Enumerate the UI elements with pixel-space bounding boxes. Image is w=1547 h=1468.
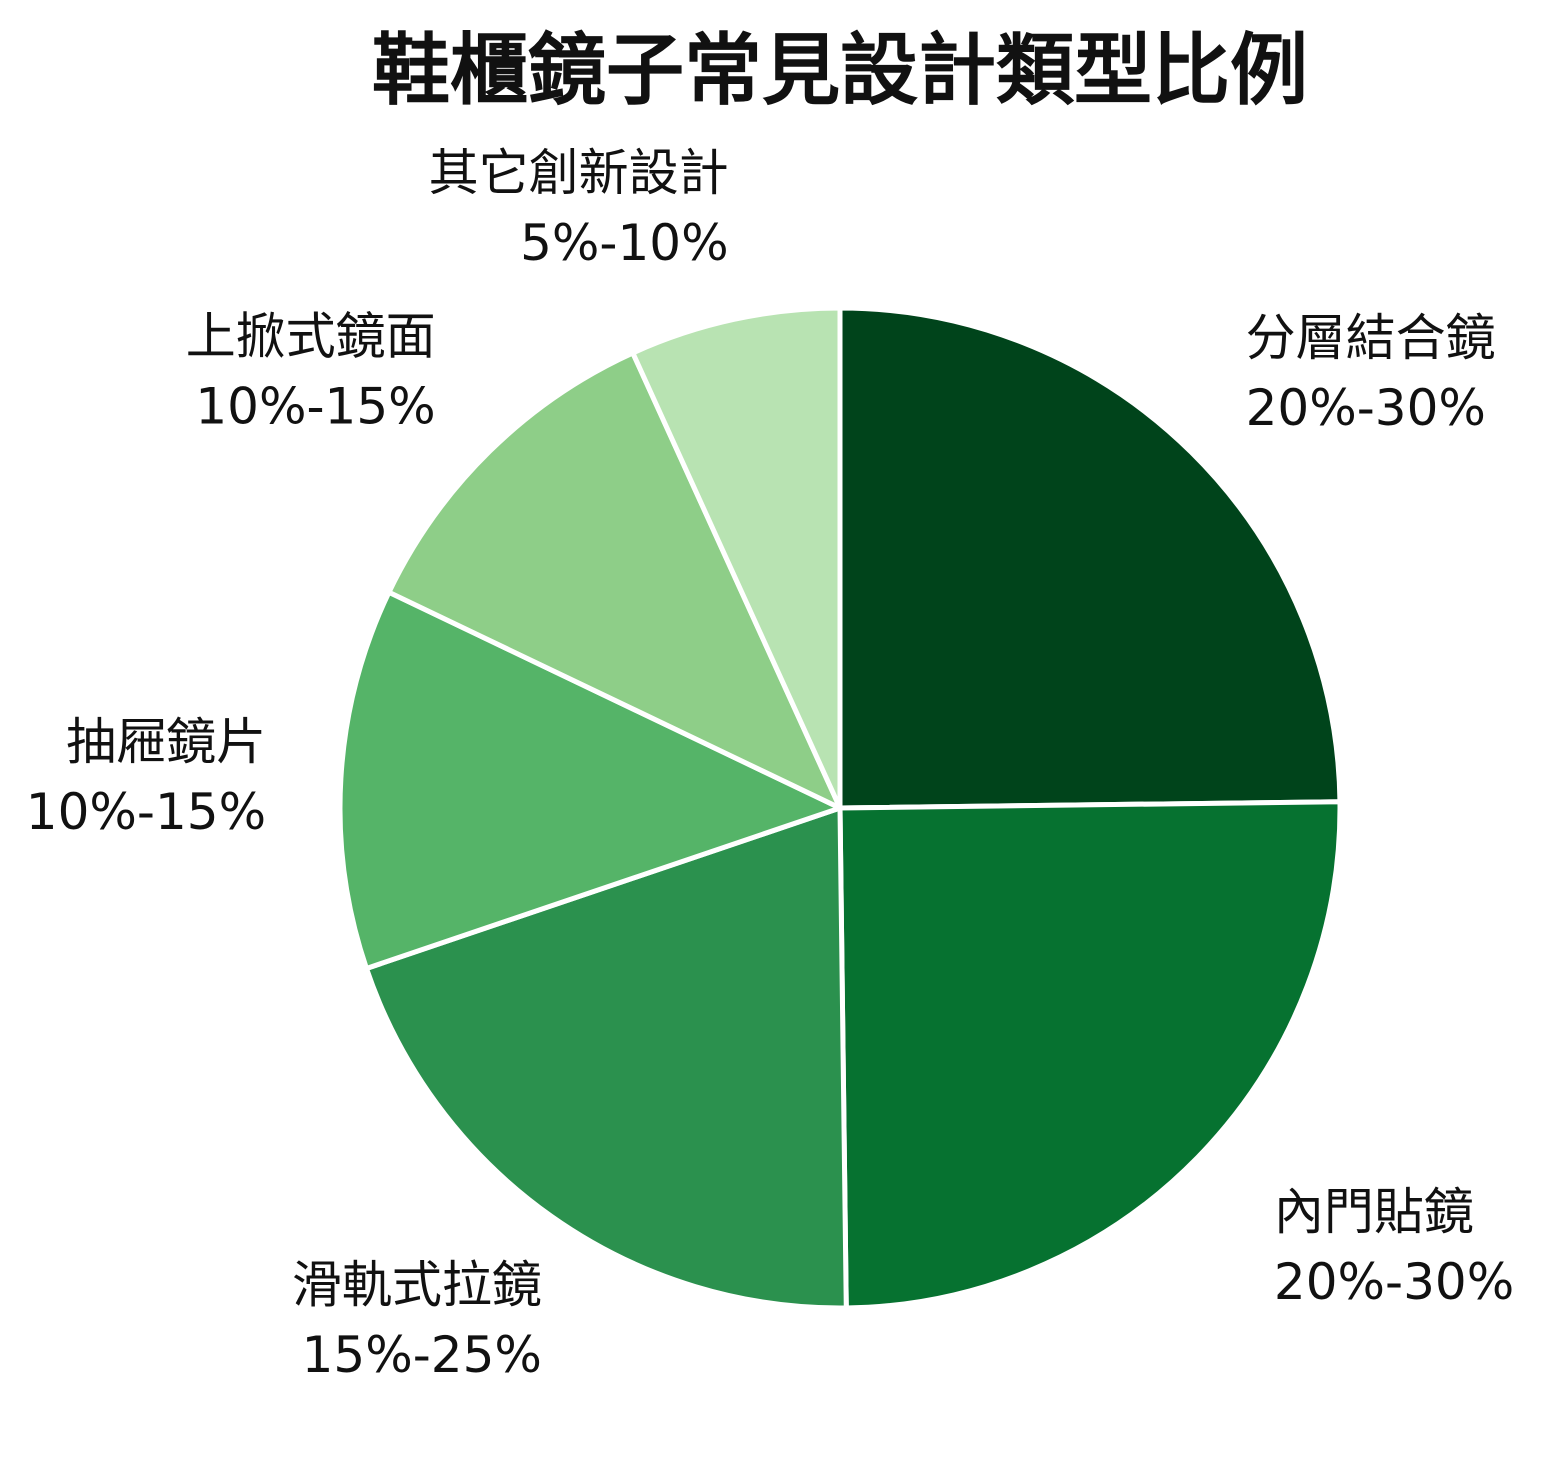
slice-range-label: 20%-30% (1246, 379, 1486, 437)
slice-label-2: 內門貼鏡 20%-30% (1274, 1183, 1514, 1311)
pie-slice-4 (337, 589, 843, 971)
slice-range-label: 20%-30% (1274, 1253, 1514, 1311)
slice-label-3: 滑軌式拉鏡 15%-25% (292, 1256, 542, 1384)
pie-labels: 分層結合鏡 20%-30% 內門貼鏡 20%-30% 滑軌式拉鏡 15%-25% 抽屜鏡片 1… (26, 144, 1514, 1384)
slice-label-1: 分層結合鏡 20%-30% (1246, 309, 1496, 437)
slice-name-label: 分層結合鏡 (1246, 309, 1496, 367)
pie-slices (337, 305, 1343, 1311)
pie-slice-6 (630, 305, 843, 811)
pie-slice-1 (837, 305, 1343, 811)
slice-label-6: 其它創新設計 5%-10% (429, 144, 729, 272)
slice-name-label: 上掀式鏡面 (186, 308, 436, 366)
chart-title: 鞋櫃鏡子常見設計類型比例 (372, 26, 1308, 116)
slice-label-5: 上掀式鏡面 10%-15% (186, 308, 436, 436)
slice-range-label: 10%-15% (195, 378, 435, 436)
slice-name-label: 抽屜鏡片 (66, 713, 266, 771)
slice-range-label: 10%-15% (26, 783, 266, 841)
pie-slice-5 (386, 350, 843, 811)
slice-range-label: 15%-25% (302, 1326, 542, 1384)
slice-range-label: 5%-10% (520, 214, 729, 272)
pie-slice-2 (837, 799, 1343, 1311)
slice-name-label: 內門貼鏡 (1274, 1183, 1474, 1241)
slice-name-label: 其它創新設計 (429, 144, 729, 202)
slice-label-4: 抽屜鏡片 10%-15% (26, 713, 266, 841)
slice-name-label: 滑軌式拉鏡 (292, 1256, 542, 1314)
pie-slice-3 (363, 805, 849, 1311)
